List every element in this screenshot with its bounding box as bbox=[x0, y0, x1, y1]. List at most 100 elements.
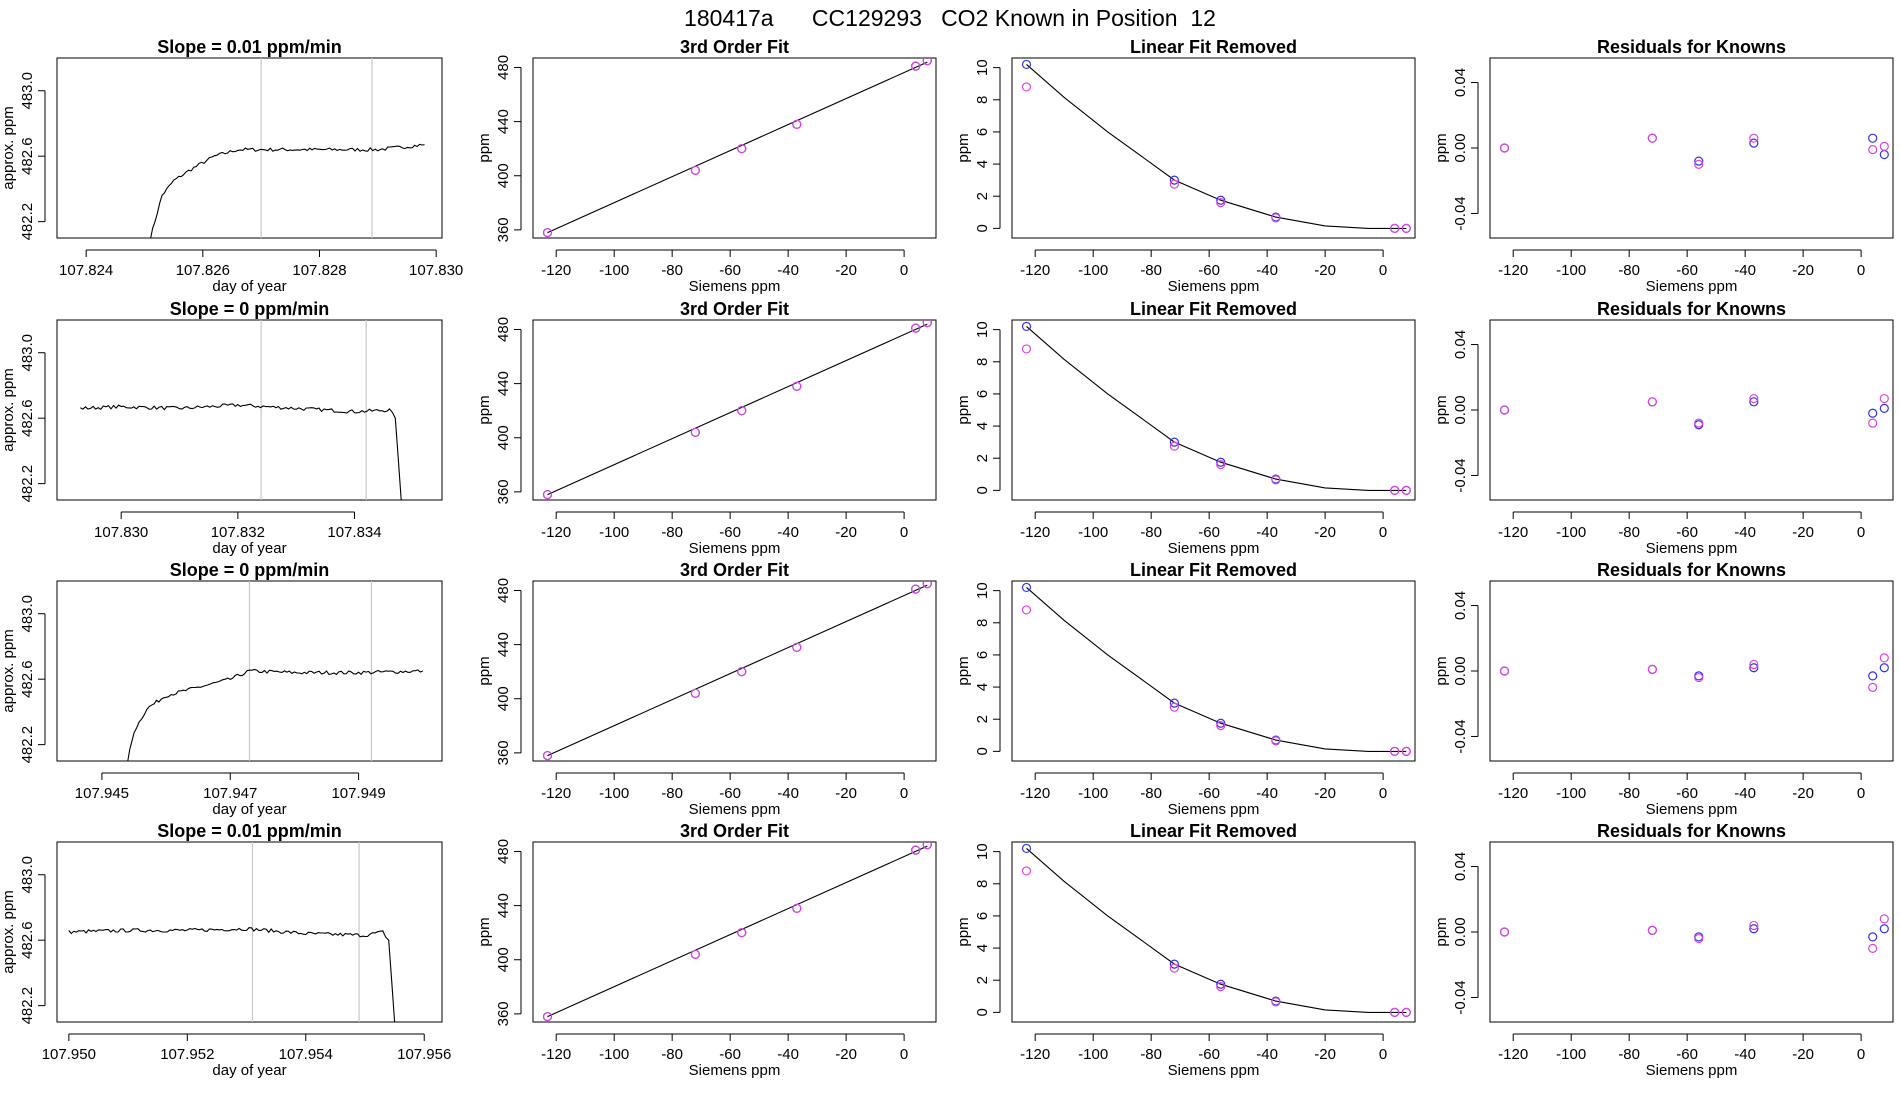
data-point bbox=[1647, 133, 1657, 143]
y-tick-label: 0.00 bbox=[1452, 656, 1469, 685]
x-axis-label: Siemens ppm bbox=[1646, 278, 1738, 295]
data-point bbox=[1879, 663, 1889, 673]
y-axis-label: ppm bbox=[1433, 656, 1450, 685]
data-point bbox=[1499, 405, 1510, 415]
data-point bbox=[1216, 979, 1226, 989]
data-point bbox=[1169, 702, 1179, 712]
data-point bbox=[911, 845, 921, 855]
x-tick-label: -20 bbox=[1314, 524, 1336, 541]
y-tick-label: 360 bbox=[495, 217, 512, 242]
plot-frame bbox=[1489, 580, 1894, 762]
fit-curve bbox=[1026, 63, 1407, 229]
panel-title: 3rd Order Fit bbox=[680, 37, 789, 57]
y-tick-label: 482.6 bbox=[19, 137, 36, 175]
y-tick-label: 400 bbox=[495, 163, 512, 188]
x-tick-label: 107.830 bbox=[94, 524, 148, 541]
x-tick-label: -20 bbox=[1792, 262, 1814, 279]
data-point bbox=[1694, 156, 1704, 166]
x-tick-label: -80 bbox=[1140, 1046, 1162, 1063]
panel-title: Residuals for Knowns bbox=[1597, 37, 1786, 57]
y-tick-label: 0.00 bbox=[1452, 917, 1469, 946]
data-point bbox=[1749, 397, 1759, 407]
x-tick-label: -100 bbox=[599, 262, 629, 279]
y-tick-label: 360 bbox=[495, 740, 512, 765]
panel-r4-c3: Linear Fit Removed -120 -100 -80 -60 -40 -20 0 S… bbox=[955, 821, 1416, 1079]
plot-area bbox=[150, 58, 425, 238]
y-tick-label: 480 bbox=[495, 578, 512, 603]
y-tick-label: 8 bbox=[974, 880, 991, 888]
x-tick-label: -120 bbox=[541, 262, 571, 279]
y-tick-label: 440 bbox=[495, 632, 512, 657]
fit-curve bbox=[1026, 847, 1407, 1013]
panel-r4-c1: Slope = 0.01 ppm/min 107.950 107.952 107.95… bbox=[0, 821, 451, 1079]
data-point bbox=[1879, 149, 1889, 160]
x-tick-label: -80 bbox=[1618, 262, 1640, 279]
data-point bbox=[1021, 866, 1032, 876]
plot-frame bbox=[532, 57, 937, 239]
data-point bbox=[1021, 344, 1032, 354]
data-point bbox=[1499, 143, 1510, 153]
panel-title: Linear Fit Removed bbox=[1130, 560, 1297, 580]
data-point bbox=[1169, 963, 1179, 973]
data-point bbox=[792, 903, 802, 913]
x-tick-label: -100 bbox=[1556, 262, 1586, 279]
x-tick-label: -40 bbox=[1734, 524, 1756, 541]
y-tick-label: 482.2 bbox=[19, 726, 36, 764]
x-tick-label: -40 bbox=[1734, 785, 1756, 802]
data-point bbox=[792, 119, 802, 129]
panel-r1-c2: 3rd Order Fit -120 -100 -80 -60 -40 -20 0 Siemen… bbox=[476, 37, 937, 295]
y-tick-label: 482.2 bbox=[19, 203, 36, 241]
data-point bbox=[1499, 927, 1510, 937]
x-tick-label: -100 bbox=[1556, 1046, 1586, 1063]
data-point bbox=[690, 949, 700, 959]
data-point bbox=[1647, 925, 1657, 935]
x-tick-label: 107.956 bbox=[397, 1046, 451, 1063]
x-axis-label: Siemens ppm bbox=[689, 801, 781, 818]
panel-title: Residuals for Knowns bbox=[1597, 821, 1786, 841]
y-axis-label: ppm bbox=[955, 133, 972, 162]
plot-area bbox=[1021, 843, 1411, 1017]
data-point bbox=[1749, 920, 1759, 931]
data-point bbox=[1390, 485, 1400, 495]
data-point bbox=[1499, 666, 1510, 676]
data-point bbox=[1868, 943, 1878, 953]
y-tick-label: 10 bbox=[974, 321, 991, 338]
data-point bbox=[1868, 418, 1878, 428]
x-tick-label: -40 bbox=[777, 262, 799, 279]
x-tick-label: 0 bbox=[900, 524, 908, 541]
x-tick-label: -80 bbox=[1618, 1046, 1640, 1063]
x-tick-label: -20 bbox=[1792, 785, 1814, 802]
x-tick-label: -120 bbox=[1498, 262, 1528, 279]
x-tick-label: -40 bbox=[1256, 1046, 1278, 1063]
x-tick-label: 107.954 bbox=[279, 1046, 333, 1063]
data-point bbox=[542, 227, 553, 238]
y-tick-label: 480 bbox=[495, 317, 512, 342]
x-tick-label: -40 bbox=[1734, 1046, 1756, 1063]
x-tick-label: -60 bbox=[1198, 785, 1220, 802]
y-axis-label: ppm bbox=[476, 917, 493, 946]
panel-r2-c2: 3rd Order Fit -120 -100 -80 -60 -40 -20 0 Siemen… bbox=[476, 299, 937, 557]
x-tick-label: -120 bbox=[1020, 262, 1050, 279]
x-tick-label: -120 bbox=[1020, 524, 1050, 541]
y-tick-label: 0 bbox=[974, 747, 991, 755]
data-point bbox=[922, 58, 932, 66]
panel-r1-c4: Residuals for Knowns -120 -100 -80 -60 -40 -20… bbox=[1433, 37, 1894, 295]
x-tick-label: 0 bbox=[900, 1046, 908, 1063]
x-tick-label: -100 bbox=[1078, 262, 1108, 279]
x-tick-label: -60 bbox=[719, 785, 741, 802]
panel-r2-c1: Slope = 0 ppm/min 107.830 107.832 107.834 da… bbox=[0, 299, 443, 557]
plot-frame bbox=[1011, 841, 1416, 1023]
panel-title: Slope = 0 ppm/min bbox=[170, 560, 330, 580]
data-point bbox=[542, 750, 553, 761]
x-tick-label: 0 bbox=[1379, 785, 1387, 802]
x-tick-label: -100 bbox=[1556, 524, 1586, 541]
y-tick-label: 482.2 bbox=[19, 465, 36, 503]
plot-area bbox=[80, 320, 402, 500]
x-tick-label: 107.826 bbox=[176, 262, 230, 279]
x-tick-label: 107.832 bbox=[211, 524, 265, 541]
y-tick-label: 0 bbox=[974, 224, 991, 232]
x-axis-label: Siemens ppm bbox=[689, 278, 781, 295]
panel-title: Linear Fit Removed bbox=[1130, 299, 1297, 319]
plot-area bbox=[1499, 653, 1889, 692]
